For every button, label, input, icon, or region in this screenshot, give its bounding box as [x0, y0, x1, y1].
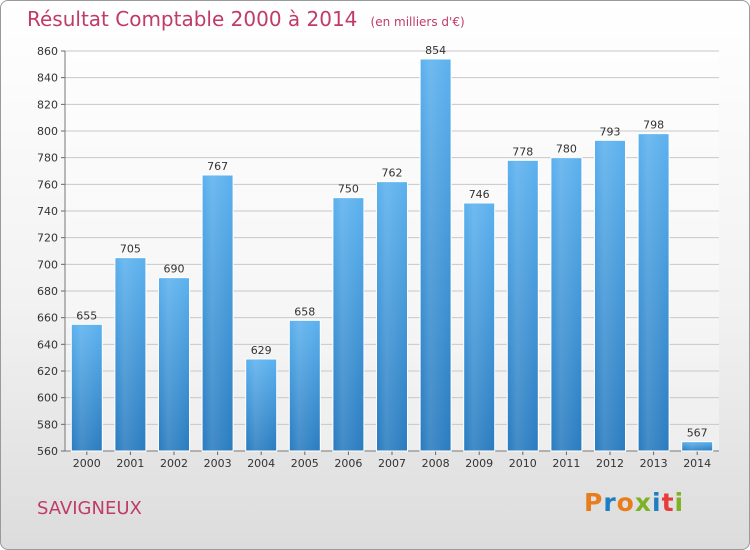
x-tick-label: 2004: [247, 457, 275, 470]
logo-letter: P: [584, 488, 604, 517]
x-tick-label: 2002: [160, 457, 188, 470]
logo-letter: r: [603, 488, 617, 517]
y-tick-label: 680: [37, 285, 58, 298]
logo-letter: t: [661, 488, 675, 517]
chart-title-unit: (en milliers d'€): [370, 15, 465, 29]
x-tick-label: 2013: [640, 457, 668, 470]
x-tick-label: 2007: [378, 457, 406, 470]
data-label: 780: [556, 143, 577, 156]
y-tick-label: 800: [37, 125, 58, 138]
x-tick-label: 2011: [552, 457, 580, 470]
y-tick-label: 860: [37, 45, 58, 58]
proxiti-logo: Proxiti: [584, 488, 684, 517]
bar-highlight: [246, 360, 276, 451]
y-tick-label: 560: [37, 445, 58, 458]
y-tick-label: 780: [37, 152, 58, 165]
data-label: 690: [164, 263, 185, 276]
x-tick-label: 2009: [465, 457, 493, 470]
y-tick-label: 600: [37, 392, 58, 405]
x-tick-label: 2003: [204, 457, 232, 470]
x-tick-label: 2001: [116, 457, 144, 470]
y-tick-label: 840: [37, 72, 58, 85]
data-label: 746: [469, 188, 490, 201]
bar-highlight: [203, 176, 233, 451]
y-tick-label: 740: [37, 205, 58, 218]
data-label: 567: [687, 427, 708, 440]
x-tick-label: 2005: [291, 457, 319, 470]
y-tick-label: 620: [37, 365, 58, 378]
bar-highlight: [421, 60, 451, 451]
bar-highlight: [682, 442, 712, 451]
x-tick-label: 2008: [422, 457, 450, 470]
data-label: 762: [382, 167, 403, 180]
y-tick-label: 580: [37, 418, 58, 431]
data-label: 854: [425, 44, 446, 57]
chart-title: Résultat Comptable 2000 à 2014 (en milli…: [27, 7, 465, 31]
y-tick-label: 660: [37, 312, 58, 325]
data-label: 793: [600, 125, 621, 138]
bar-highlight: [639, 134, 669, 451]
y-tick-label: 640: [37, 338, 58, 351]
y-tick-label: 760: [37, 178, 58, 191]
y-tick-label: 720: [37, 232, 58, 245]
data-label: 629: [251, 344, 272, 357]
bar-highlight: [159, 278, 189, 451]
data-label: 778: [512, 145, 533, 158]
bar-highlight: [290, 321, 320, 451]
logo-letter: i: [674, 488, 685, 517]
bar-highlight: [333, 198, 363, 451]
bar-highlight: [115, 258, 145, 451]
bar-highlight: [377, 182, 407, 451]
bar-highlight: [508, 161, 538, 452]
x-tick-label: 2010: [509, 457, 537, 470]
bar-highlight: [72, 325, 102, 451]
y-tick-label: 700: [37, 258, 58, 271]
data-label: 705: [120, 243, 141, 256]
chart-title-main: Résultat Comptable 2000 à 2014: [27, 7, 358, 31]
data-label: 767: [207, 160, 228, 173]
data-label: 750: [338, 183, 359, 196]
y-tick-label: 820: [37, 98, 58, 111]
place-name: SAVIGNEUX: [37, 498, 142, 519]
logo-letter: o: [616, 488, 635, 517]
bar-highlight: [551, 158, 581, 451]
data-label: 798: [643, 119, 664, 132]
x-tick-label: 2006: [334, 457, 362, 470]
data-label: 658: [294, 305, 315, 318]
x-tick-label: 2014: [683, 457, 711, 470]
x-tick-label: 2000: [73, 457, 101, 470]
data-label: 655: [76, 309, 97, 322]
logo-letter: x: [634, 488, 652, 517]
bar-highlight: [464, 204, 494, 451]
bar-highlight: [595, 141, 625, 452]
x-tick-label: 2012: [596, 457, 624, 470]
logo-letter: i: [652, 488, 662, 517]
